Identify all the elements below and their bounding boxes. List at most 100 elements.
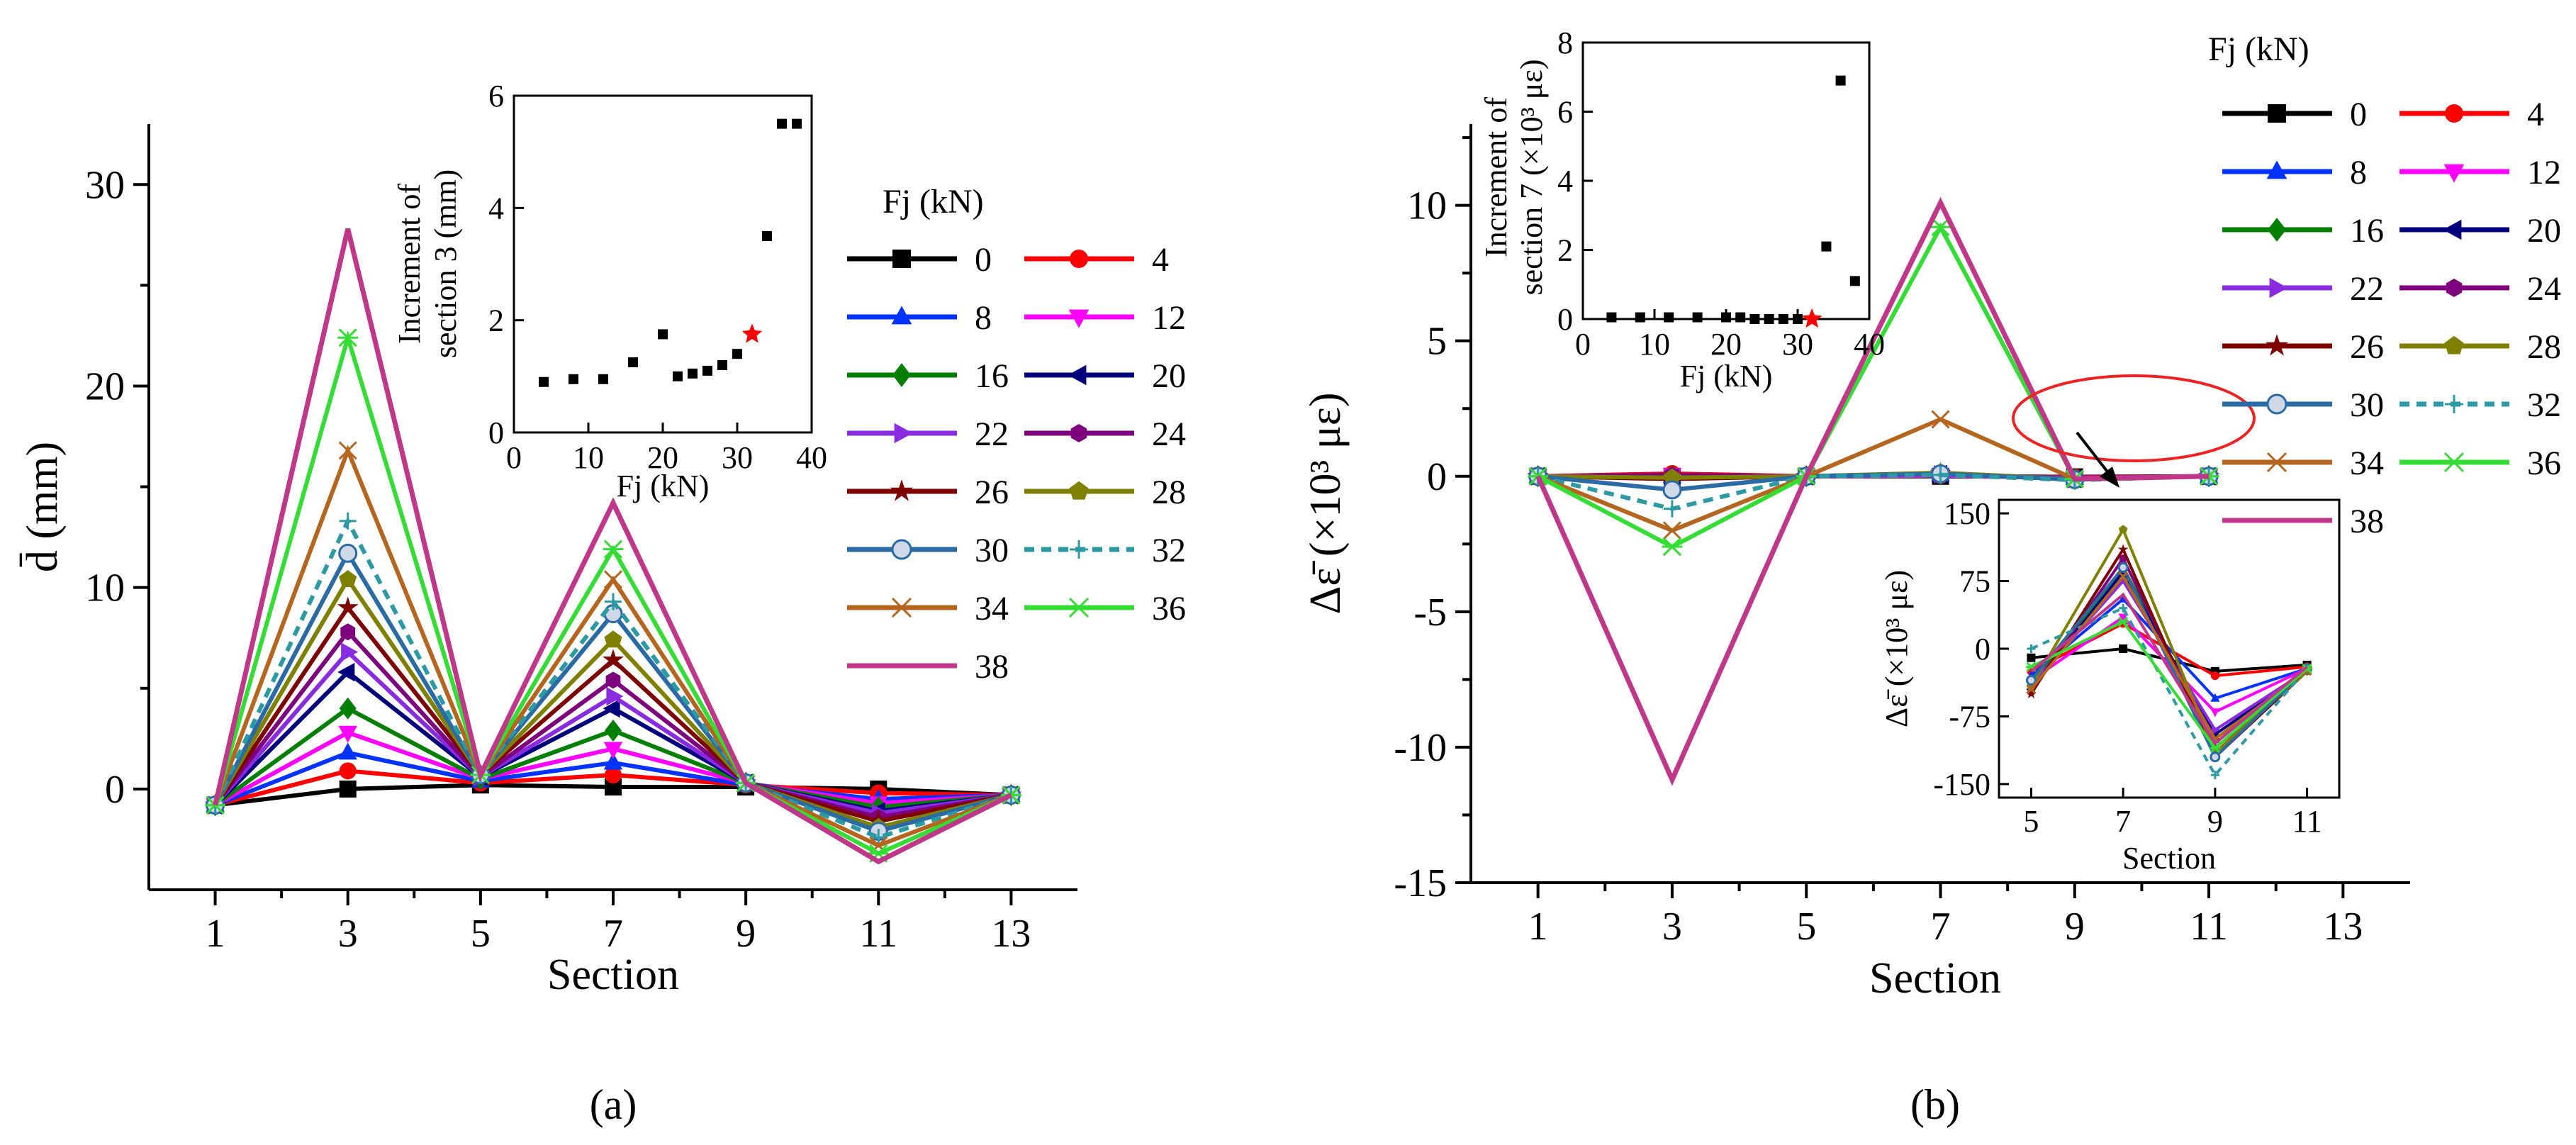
- b-zoom-series-32-line: [2030, 606, 2309, 778]
- b-legend: Fj (kN) 0 4 8 12 16 20 22 24 26 28 30 32 34 36 38: [2208, 30, 2561, 540]
- b-inset-point: [1692, 312, 1703, 323]
- a-legend-label-28: 28: [1152, 474, 1186, 511]
- b-zoom-xtick-label: 9: [2207, 804, 2223, 839]
- b-inset-scatter: 0 10 20 30 40 0 2 4 6 8 Increment of section 7 (×…: [1479, 26, 1885, 393]
- a-series-4-point: [605, 766, 622, 783]
- b-panel-label: (b): [1910, 1081, 1960, 1128]
- b-legend-label-4: 4: [2527, 96, 2544, 133]
- b-zoom-series-30-line: [2029, 564, 2308, 760]
- a-series-8-point: [338, 742, 357, 760]
- b-xtick-label: 3: [1662, 905, 1682, 949]
- b-xtick-label: 1: [1528, 905, 1548, 949]
- a-legend-label-8: 8: [975, 299, 992, 337]
- b-legend-marker-16: [2268, 218, 2286, 242]
- a-inset-point: [732, 349, 742, 359]
- a-legend-label-38: 38: [975, 648, 1009, 686]
- a-inset-point: [792, 118, 802, 129]
- b-ytick-label: -5: [1413, 591, 1447, 635]
- a-inset-xtick-label: 30: [722, 440, 753, 475]
- b-series-30-point: [1662, 480, 1682, 500]
- a-series-16-point: [605, 719, 622, 742]
- b-zoom-series-0-point: [2027, 653, 2036, 662]
- b-xtick-label: 7: [1931, 905, 1951, 949]
- b-zoom-arrowhead: [2100, 467, 2119, 488]
- b-legend-marker-36: [2443, 452, 2465, 473]
- b-inset-point: [1664, 312, 1674, 323]
- b-zoom-series-0-point: [2119, 644, 2128, 653]
- b-legend-marker-34: [2266, 452, 2287, 473]
- a-legend-label-4: 4: [1152, 241, 1169, 279]
- b-legend-marker-12: [2443, 164, 2465, 183]
- a-xtick-label: 13: [991, 912, 1031, 956]
- b-zoom-xtick-label: 5: [2023, 804, 2039, 839]
- b-inset-point: [1849, 276, 1860, 286]
- b-ytick-label: 10: [1407, 184, 1447, 228]
- a-legend-marker-32: [1070, 540, 1088, 559]
- b-legend-label-30: 30: [2350, 386, 2384, 424]
- b-zoom-ylabel: Δε̄ (×10³ με): [1879, 570, 1914, 727]
- a-inset-ytick-label: 6: [488, 79, 504, 113]
- b-legend-label-28: 28: [2527, 328, 2561, 366]
- b-legend-marker-28: [2444, 335, 2464, 354]
- b-inset-ytick-label: 2: [1557, 233, 1573, 268]
- a-legend-marker-22: [894, 423, 913, 444]
- a-inset-point: [673, 371, 683, 381]
- a-legend-marker-0: [892, 250, 911, 268]
- a-inset-xlabel: Fj (kN): [617, 469, 710, 503]
- b-inset-point: [1606, 312, 1617, 323]
- b-xtick-label: 9: [2065, 905, 2085, 949]
- b-ytick-label: 0: [1427, 455, 1447, 499]
- b-zoom-series-30-point: [2117, 562, 2129, 573]
- a-xtick-label: 7: [603, 912, 623, 956]
- a-inset-xtick-label: 0: [506, 440, 522, 475]
- a-inset-point: [569, 374, 578, 384]
- a-series-24-point: [605, 671, 621, 689]
- b-zoom-ytick-label: 75: [1959, 564, 1990, 599]
- a-legend-label-26: 26: [975, 474, 1009, 511]
- b-inset-point: [1735, 312, 1746, 323]
- b-inset-xtick-label: 30: [1782, 327, 1813, 362]
- b-zoom-ytick-label: 150: [1944, 496, 1990, 531]
- a-ytick-label: 30: [85, 163, 125, 207]
- b-series-38-line: [1535, 196, 2210, 786]
- b-ytick-label: -10: [1394, 726, 1447, 770]
- b-zoom-series-30-point: [2025, 675, 2037, 686]
- a-inset-point: [762, 230, 772, 241]
- a-legend-label-0: 0: [975, 241, 992, 279]
- a-inset-ytick-label: 2: [488, 303, 504, 338]
- b-inset-point-highlight: [1801, 308, 1822, 328]
- b-series-28-point: [1663, 468, 1681, 486]
- a-inset-point: [539, 376, 549, 387]
- a-legend-marker-4: [1070, 250, 1088, 268]
- a-legend-title: Fj (kN): [883, 183, 984, 220]
- b-series-36-point: [1662, 537, 1683, 557]
- a-legend-marker-8: [891, 306, 912, 325]
- b-zoom-series-12-point: [2210, 708, 2220, 717]
- b-legend-label-12: 12: [2527, 154, 2561, 191]
- a-series-26-point: [603, 649, 624, 669]
- b-zoom-arrow: [2076, 431, 2110, 475]
- a-series-4-point: [339, 762, 357, 780]
- a-legend-label-16: 16: [975, 357, 1009, 395]
- b-legend-marker-8: [2266, 160, 2287, 179]
- a-series-28-point: [604, 630, 622, 648]
- b-zoom-xlabel: Section: [2122, 841, 2216, 876]
- a-series-0-point: [339, 780, 357, 798]
- b-legend-label-34: 34: [2350, 445, 2384, 482]
- a-inset-point: [702, 365, 712, 376]
- a-inset-ylabel-1: Increment of: [392, 184, 427, 344]
- b-ytick-label: -15: [1394, 861, 1447, 905]
- a-legend: Fj (kN) 0 4 8 12 16 20 22 24 26 28 30 32 34 36 38: [847, 183, 1186, 686]
- a-series-22-point: [341, 642, 359, 661]
- a-series-20-point: [603, 699, 620, 718]
- b-legend-label-24: 24: [2527, 270, 2561, 308]
- b-legend-marker-30: [2266, 393, 2287, 415]
- b-zoom-series-8-line: [2030, 597, 2308, 700]
- b-zoom-series-36-point: [2210, 742, 2221, 754]
- a-legend-label-32: 32: [1152, 532, 1186, 569]
- b-zoom-series-32-point: [2119, 603, 2128, 613]
- b-inset-point: [1721, 312, 1731, 323]
- b-zoom-series-30-point: [2210, 752, 2221, 763]
- b-inset-point: [1635, 312, 1645, 323]
- a-inset-scatter: 0 10 20 30 40 0 2 4 6 Increment of section 3 (mm…: [392, 79, 827, 503]
